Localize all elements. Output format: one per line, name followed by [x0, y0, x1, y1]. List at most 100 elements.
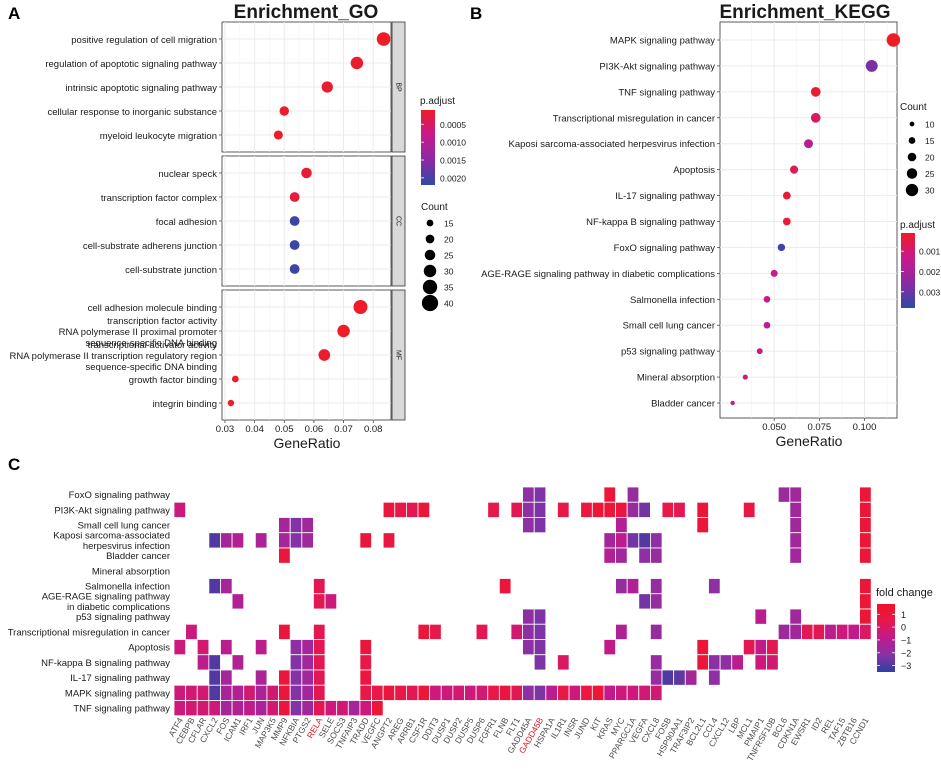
heatmap-cell — [417, 623, 431, 640]
heatmap-cell — [557, 684, 570, 701]
heatmap-cell — [591, 684, 605, 701]
kegg-point — [782, 191, 791, 200]
heatmap-cell — [533, 684, 547, 701]
heatmap-cell — [696, 517, 709, 534]
go-point — [279, 106, 289, 116]
kegg-x-axis-title: GeneRatio — [776, 433, 843, 449]
heatmap-cell — [301, 654, 314, 671]
heatmap-cell — [859, 608, 872, 625]
go-point — [289, 216, 300, 226]
heatmap-cell — [638, 501, 651, 518]
go-size-legend-title: Count — [421, 202, 448, 213]
kegg-term-label: MAPK signaling pathway — [610, 36, 715, 47]
heatmap-cell — [847, 623, 860, 640]
heatmap-cell — [278, 700, 291, 717]
heatmap-cell — [440, 684, 454, 701]
heatmap-cell — [347, 700, 361, 717]
go-facet-strip — [391, 155, 406, 287]
heatmap-cell — [185, 700, 198, 717]
kegg-colorbar-tick-label: 0.002 — [919, 267, 941, 277]
heatmap-cell — [313, 623, 326, 640]
heatmap-cell — [196, 700, 210, 717]
kegg-term-label: Kaposi sarcoma-associated herpesvirus in… — [509, 139, 715, 150]
go-facet-label: MF — [395, 350, 402, 360]
go-point — [350, 56, 364, 70]
heatmap-cell — [615, 501, 628, 518]
heatmap-cell — [789, 547, 802, 564]
heatmap-cell — [266, 684, 279, 701]
heatmap-cell — [313, 654, 326, 671]
go-point — [289, 192, 300, 202]
heatmap-cell — [626, 578, 640, 595]
heatmap-cell — [626, 486, 640, 503]
heatmap-chart: FoxO signaling pathway PI3K-Akt signaling… — [8, 486, 933, 763]
heatmap-cell — [731, 654, 744, 671]
kegg-panel — [719, 21, 898, 419]
heatmap-cell — [859, 486, 872, 503]
kegg-colorbar-tick-label: 0.003 — [919, 287, 941, 297]
heatmap-cell — [615, 578, 628, 595]
heatmap-cell — [661, 501, 675, 518]
kegg-x-tick-label: 0.050 — [762, 422, 786, 433]
kegg-colorbar — [901, 233, 915, 308]
heatmap-cell — [359, 669, 372, 686]
heatmap-row-label: AGE-RAGE signaling pathway — [42, 592, 171, 603]
heatmap-cell — [359, 700, 372, 717]
heatmap-cell — [220, 532, 233, 549]
heatmap-cell — [824, 623, 837, 640]
kegg-term-label: Small cell lung cancer — [623, 321, 715, 332]
kegg-size-legend-label: 25 — [925, 169, 935, 179]
heatmap-cell — [510, 501, 524, 518]
heatmap-cell — [638, 684, 651, 701]
heatmap-cell — [278, 684, 291, 701]
heatmap-cell — [673, 501, 686, 518]
heatmap-cell — [196, 654, 210, 671]
heatmap-cell — [835, 623, 849, 640]
heatmap-cell — [673, 669, 686, 686]
heatmap-cell — [859, 547, 872, 564]
kegg-term-label: NF-kappa B signaling pathway — [586, 217, 715, 228]
heatmap-cell — [359, 532, 372, 549]
heatmap-cell — [661, 669, 675, 686]
kegg-size-legend-title: Count — [900, 102, 927, 113]
kegg-term-label: p53 signaling pathway — [621, 347, 715, 358]
heatmap-cell — [220, 639, 233, 656]
go-point — [301, 167, 312, 179]
go-colorbar-tick-label: 0.0020 — [440, 173, 466, 183]
heatmap-row-label: Salmonella infection — [85, 582, 170, 593]
heatmap-cell — [533, 517, 547, 534]
heatmap-cell — [324, 700, 338, 717]
go-size-legend-dot — [421, 294, 439, 312]
heatmap-cell — [696, 501, 709, 518]
kegg-point — [789, 165, 799, 174]
heatmap-cell — [533, 623, 547, 640]
heatmap-legend-title: fold change — [876, 587, 933, 599]
heatmap-cell — [812, 623, 826, 640]
go-point — [318, 349, 331, 361]
kegg-term-label: Bladder cancer — [651, 399, 715, 410]
heatmap-cell — [173, 639, 187, 656]
heatmap-cell — [766, 639, 779, 656]
go-facet-label: BP — [395, 82, 402, 92]
go-term-label: sequence-specific DNA binding — [86, 362, 218, 373]
go-facet-strip — [391, 21, 406, 153]
heatmap-cell — [615, 532, 628, 549]
heatmap-cell — [754, 654, 768, 671]
kegg-point — [782, 217, 791, 226]
heatmap-cell — [615, 517, 628, 534]
heatmap-cell — [591, 501, 605, 518]
heatmap-cell — [278, 547, 291, 564]
heatmap-cell — [498, 684, 512, 701]
go-point — [321, 81, 333, 93]
go-point — [353, 300, 368, 314]
heatmap-cell — [185, 623, 198, 640]
heatmap-cell — [859, 578, 872, 595]
heatmap-cell — [766, 654, 779, 671]
heatmap-row-label: TNF signaling pathway — [73, 704, 170, 715]
kegg-term-label: PI3K-Akt signaling pathway — [599, 61, 715, 72]
heatmap-cell — [777, 486, 791, 503]
heatmap-cell — [313, 639, 326, 656]
heatmap-cell — [533, 608, 547, 625]
heatmap-cell — [626, 532, 640, 549]
